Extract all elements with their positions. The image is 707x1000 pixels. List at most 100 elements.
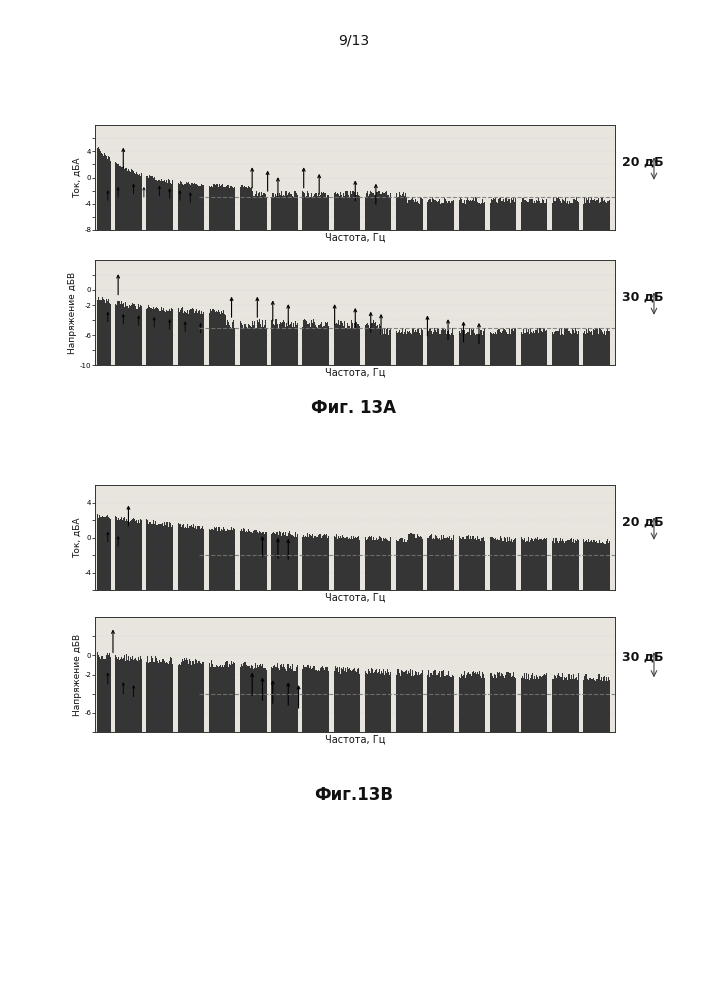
- Bar: [211, 187, 213, 230]
- Bar: [431, 202, 432, 230]
- Bar: [343, 537, 344, 590]
- Bar: [346, 672, 347, 732]
- Bar: [479, 671, 480, 732]
- Bar: [98, 297, 99, 365]
- Bar: [481, 203, 482, 230]
- Bar: [495, 675, 496, 732]
- Bar: [481, 538, 482, 590]
- Bar: [409, 534, 410, 590]
- Bar: [165, 182, 166, 230]
- Bar: [575, 200, 576, 230]
- Bar: [202, 526, 204, 590]
- Bar: [567, 328, 568, 365]
- Bar: [403, 334, 404, 365]
- Bar: [600, 329, 601, 365]
- Bar: [603, 334, 604, 365]
- Bar: [218, 310, 219, 365]
- Bar: [286, 323, 287, 365]
- Bar: [369, 194, 370, 230]
- Bar: [498, 673, 499, 732]
- Bar: [254, 321, 255, 365]
- Bar: [313, 538, 314, 590]
- Bar: [161, 662, 162, 732]
- Bar: [405, 193, 406, 230]
- Bar: [285, 669, 286, 732]
- Bar: [374, 672, 375, 732]
- Bar: [392, 331, 393, 365]
- Bar: [146, 656, 148, 732]
- Bar: [305, 537, 307, 590]
- Bar: [255, 328, 256, 365]
- Bar: [466, 333, 467, 365]
- Bar: [220, 186, 221, 230]
- Bar: [121, 301, 122, 365]
- Bar: [185, 184, 186, 230]
- Bar: [141, 520, 142, 590]
- Bar: [530, 540, 531, 590]
- Bar: [590, 332, 591, 365]
- Bar: [309, 197, 310, 230]
- Bar: [498, 540, 499, 590]
- Bar: [569, 540, 570, 590]
- Bar: [279, 324, 280, 365]
- Bar: [561, 203, 562, 230]
- Bar: [166, 310, 167, 365]
- Bar: [363, 673, 365, 732]
- Bar: [345, 538, 346, 590]
- Bar: [457, 333, 459, 365]
- Bar: [505, 330, 506, 365]
- Bar: [569, 201, 570, 230]
- Bar: [143, 307, 144, 365]
- Bar: [531, 538, 532, 590]
- Bar: [286, 536, 287, 590]
- Bar: [407, 540, 408, 590]
- Bar: [189, 310, 190, 365]
- Bar: [119, 519, 121, 590]
- Bar: [549, 679, 551, 732]
- Bar: [136, 309, 137, 365]
- Bar: [539, 201, 540, 230]
- Bar: [280, 665, 281, 732]
- Bar: [381, 671, 382, 732]
- Bar: [317, 671, 318, 732]
- Bar: [284, 196, 285, 230]
- Bar: [179, 664, 180, 732]
- Bar: [164, 180, 165, 230]
- Bar: [565, 678, 566, 732]
- Bar: [141, 173, 142, 230]
- Bar: [106, 156, 107, 230]
- Bar: [545, 203, 547, 230]
- Bar: [211, 664, 213, 732]
- Bar: [100, 517, 101, 590]
- Bar: [374, 540, 375, 590]
- Bar: [223, 187, 224, 230]
- Bar: [506, 198, 507, 230]
- Bar: [213, 309, 214, 365]
- Bar: [100, 659, 101, 732]
- Bar: [152, 176, 153, 230]
- Bar: [372, 323, 373, 365]
- Bar: [228, 185, 229, 230]
- Bar: [356, 672, 357, 732]
- Bar: [281, 323, 282, 365]
- Bar: [455, 672, 457, 732]
- Bar: [431, 331, 432, 365]
- Bar: [230, 530, 231, 590]
- Bar: [348, 539, 349, 590]
- Bar: [470, 335, 471, 365]
- Bar: [358, 195, 359, 230]
- Bar: [354, 323, 355, 365]
- Bar: [578, 331, 579, 365]
- Bar: [375, 540, 376, 590]
- Bar: [292, 664, 293, 732]
- Bar: [158, 663, 159, 732]
- Bar: [446, 334, 447, 365]
- Bar: [199, 310, 200, 365]
- Bar: [175, 658, 177, 732]
- Bar: [298, 535, 299, 590]
- Bar: [390, 329, 392, 365]
- Bar: [309, 323, 310, 365]
- Bar: [404, 672, 405, 732]
- Bar: [345, 328, 346, 365]
- Bar: [248, 666, 249, 732]
